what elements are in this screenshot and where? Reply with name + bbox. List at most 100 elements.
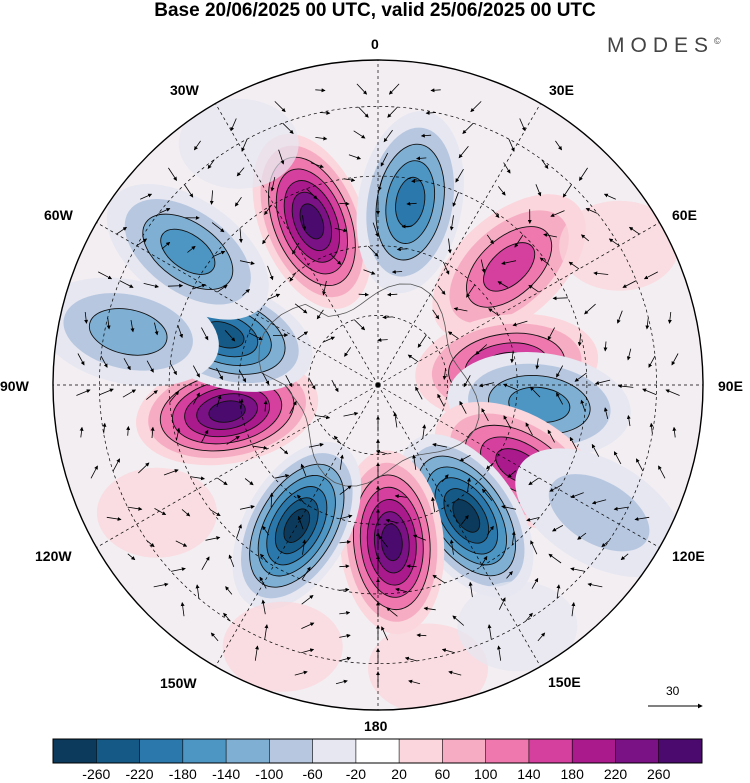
wind-vector — [181, 509, 191, 517]
meridian-line — [377, 222, 660, 386]
wind-vector — [416, 156, 427, 161]
wind-vector — [252, 445, 268, 450]
wind-vector — [210, 509, 221, 517]
wind-vector — [267, 265, 274, 281]
colorbar-swatch — [485, 739, 530, 763]
wind-vector — [333, 435, 342, 445]
wind-vector — [584, 303, 596, 315]
wind-vector — [480, 555, 488, 568]
wind-vector — [498, 597, 506, 610]
wind-vector — [486, 234, 494, 245]
colorbar-swatch — [53, 739, 97, 763]
wind-vector — [79, 426, 84, 438]
wind-vector — [368, 245, 379, 257]
wind-vector — [260, 553, 268, 563]
map-title: Base 20/06/2025 00 UTC, valid 25/06/2025… — [154, 0, 596, 21]
wind-vector — [136, 238, 148, 247]
colorbar-tick-label: -20 — [345, 766, 367, 782]
colorbar-swatch — [658, 739, 703, 763]
wind-vector — [300, 463, 307, 477]
colorbar-tick-label: -180 — [168, 766, 197, 782]
wind-vector — [649, 422, 654, 434]
wind-vector — [468, 581, 473, 598]
wind-vector — [525, 612, 533, 622]
wind-vector — [448, 670, 462, 676]
wind-vector — [672, 426, 677, 438]
colorbar-tick-label: 60 — [434, 766, 451, 782]
wind-vector — [308, 442, 324, 448]
wind-vector — [507, 470, 517, 478]
wind-vector — [634, 516, 650, 521]
colorbar-swatch — [182, 739, 227, 763]
wind-vector — [176, 427, 181, 441]
wind-vector — [530, 540, 538, 555]
wind-vector — [143, 283, 159, 289]
wind-vector — [580, 399, 586, 412]
wind-vector — [228, 554, 235, 568]
wind-vector — [636, 458, 644, 472]
wind-vector — [205, 536, 221, 541]
wind-vector — [492, 210, 500, 219]
wind-vector — [127, 553, 136, 561]
wind-vector — [170, 567, 186, 572]
wind-vector — [577, 334, 582, 347]
wind-vector — [375, 449, 388, 455]
wind-vector — [335, 679, 348, 685]
wind-vector — [556, 392, 564, 405]
wind-vector-layer — [76, 83, 680, 687]
wind-vector — [272, 333, 289, 338]
lon-label-60w: 60W — [44, 207, 73, 223]
wind-vector — [334, 228, 348, 233]
wind-vector — [556, 584, 561, 599]
wind-vector — [244, 478, 254, 486]
wind-vector — [223, 612, 231, 622]
wind-vector — [201, 429, 209, 443]
wind-vector — [348, 154, 362, 160]
background-anomaly-patch — [96, 467, 217, 558]
wind-vector — [622, 280, 637, 288]
wind-vector — [549, 484, 562, 492]
wind-vector — [378, 535, 389, 548]
wind-vector — [459, 400, 467, 414]
lon-label-0: 0 — [371, 36, 379, 52]
wind-vector — [531, 577, 539, 589]
wind-vector — [230, 118, 237, 132]
wind-vector — [264, 624, 269, 640]
wind-vector — [441, 648, 455, 654]
anomaly-contour — [208, 400, 246, 423]
wind-vector — [430, 88, 441, 93]
lon-label-120e: 120E — [672, 548, 705, 564]
wind-vector — [407, 354, 419, 363]
wind-vector — [274, 101, 286, 113]
wind-vector — [412, 534, 427, 541]
wind-vector — [537, 632, 546, 642]
wind-vector — [84, 311, 89, 324]
wind-vector — [146, 360, 154, 373]
wind-vector — [671, 353, 679, 366]
wind-vector — [503, 415, 511, 429]
wind-vector — [339, 540, 352, 545]
wind-vector — [344, 177, 356, 182]
anomaly-S-positive — [339, 450, 445, 635]
wind-vector — [339, 564, 350, 569]
wind-vector — [458, 145, 469, 159]
colorbar-swatch — [442, 739, 487, 763]
wind-vector — [519, 118, 526, 132]
wind-vector — [501, 260, 517, 265]
wind-vector — [216, 284, 228, 293]
reference-vector-label: 30 — [666, 684, 680, 698]
wind-vector — [236, 167, 245, 177]
wind-vector — [138, 462, 150, 474]
wind-vector — [453, 307, 468, 312]
wind-vector — [569, 436, 578, 450]
wind-vector — [297, 331, 309, 339]
wind-vector — [192, 392, 200, 405]
wind-vector — [645, 317, 650, 330]
wind-vector — [339, 633, 351, 638]
wind-vector — [601, 540, 610, 548]
wind-vector — [119, 280, 134, 288]
wind-vector — [377, 337, 388, 342]
wind-vector — [501, 505, 517, 510]
wind-vector — [302, 539, 307, 555]
wind-vector — [225, 586, 233, 595]
